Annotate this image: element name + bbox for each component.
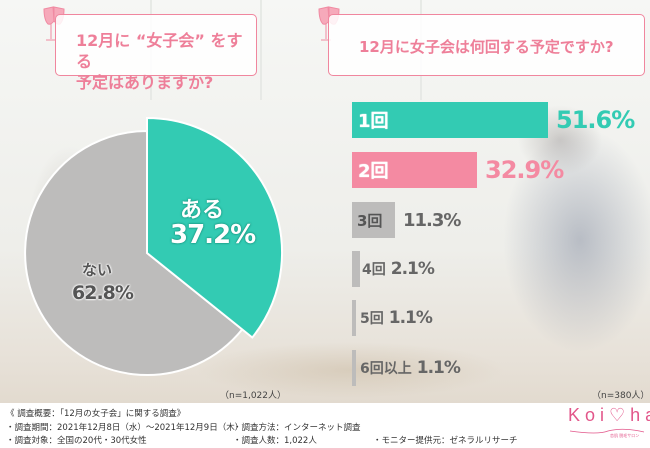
pie-slice-yes xyxy=(146,116,283,339)
bar-value-3: 11.3% xyxy=(403,209,461,231)
bar-row-3: 3回 11.3% xyxy=(352,202,461,238)
sample-size-right: （n=380人） xyxy=(592,391,650,401)
koihada-logo: Koi♡hada 恋肌 脱毛サロン xyxy=(568,405,650,441)
bar-value-6: 1.1% xyxy=(416,358,461,378)
question-left-line1: 12月に “女子会” をする xyxy=(76,31,243,71)
bar-1: 1回 xyxy=(352,102,548,138)
question-box-right: 12月に女子会は何回する予定ですか? xyxy=(328,14,645,76)
bg-window-frame xyxy=(260,0,262,100)
bar-3: 3回 xyxy=(352,202,395,238)
pie-value-yes: 37.2% xyxy=(170,220,256,250)
logo-swoosh-icon xyxy=(569,428,645,434)
question-left-line2: 予定はありますか? xyxy=(76,73,214,92)
survey-count: ・調査人数：1,022人 xyxy=(233,436,317,446)
logo-text: Koi♡hada xyxy=(568,405,650,425)
survey-target: ・調査対象：全国の20代・30代女性 xyxy=(6,436,147,446)
survey-period: ・調査期間：2021年12月8日（水）～2021年12月9日（木） xyxy=(6,423,244,433)
bar-6 xyxy=(352,350,356,386)
bar-label-6: 6回以上 xyxy=(360,361,412,377)
bar-value-1: 51.6% xyxy=(556,106,635,134)
bar-row-6: 6回以上 1.1% xyxy=(352,350,461,386)
bar-value-5: 1.1% xyxy=(388,308,433,328)
bar-row-1: 1回 51.6% xyxy=(352,102,635,138)
sample-size-left: （n=1,022人） xyxy=(220,391,287,401)
survey-monitor: ・モニター提供元：ゼネラルリサーチ xyxy=(373,436,518,446)
survey-overview: 《 調査概要：「12月の女子会」に関する調査》 xyxy=(6,409,186,419)
pie-value-no: 62.8% xyxy=(72,282,134,304)
bar-2: 2回 xyxy=(352,152,477,188)
survey-footer: 《 調査概要：「12月の女子会」に関する調査》 ・調査期間：2021年12月8日… xyxy=(0,403,650,450)
pie-chart xyxy=(24,116,283,376)
pie-label-no: ない xyxy=(82,261,113,279)
bar-4 xyxy=(352,251,360,287)
bar-row-4: 4回 2.1% xyxy=(352,251,435,287)
bar-label-5: 5回 xyxy=(360,311,384,327)
bar-row-5: 5回 1.1% xyxy=(352,300,433,336)
survey-method: ・調査方法：インターネット調査 xyxy=(233,423,361,433)
bar-label-3: 3回 xyxy=(357,211,383,230)
bar-value-4: 2.1% xyxy=(390,259,435,279)
bar-label-1: 1回 xyxy=(358,111,389,132)
bar-row-2: 2回 32.9% xyxy=(352,152,564,188)
logo-subtext: 恋肌 脱毛サロン xyxy=(610,433,640,438)
bar-label-4: 4回 xyxy=(362,262,386,278)
question-right: 12月に女子会は何回する予定ですか? xyxy=(359,38,614,56)
pie-slice-no xyxy=(24,129,244,376)
bar-label-2: 2回 xyxy=(358,161,389,182)
bar-5 xyxy=(352,300,356,336)
bar-value-2: 32.9% xyxy=(485,156,564,184)
question-box-left: 12月に “女子会” をする 予定はありますか? xyxy=(55,14,257,92)
pie-label-yes: ある xyxy=(180,198,225,223)
